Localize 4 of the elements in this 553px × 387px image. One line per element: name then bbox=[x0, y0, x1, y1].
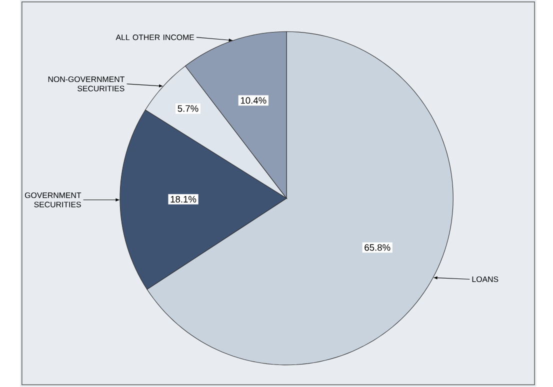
data-label: 65.8% bbox=[364, 244, 390, 251]
data-label: 10.4% bbox=[240, 97, 266, 104]
data-label: 18.1% bbox=[170, 196, 196, 203]
data-label: 5.7% bbox=[178, 106, 198, 112]
